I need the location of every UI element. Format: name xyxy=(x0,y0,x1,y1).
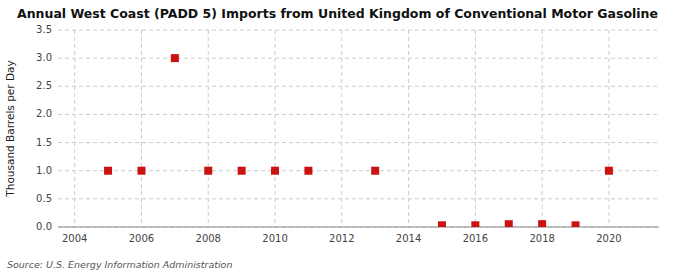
x-grid-line xyxy=(542,30,543,227)
y-tick-label: 3.5 xyxy=(36,24,52,35)
point xyxy=(572,221,580,227)
x-grid-line xyxy=(475,30,476,227)
points xyxy=(104,54,613,227)
x-tick-label: 2008 xyxy=(196,233,221,244)
x-axis-line xyxy=(58,227,659,228)
x-tick-label: 2004 xyxy=(62,233,87,244)
y-tick-label: 1.0 xyxy=(36,165,52,176)
y-tick-label: 2.5 xyxy=(36,80,52,91)
point xyxy=(605,167,613,175)
x-tick-label: 2020 xyxy=(596,233,621,244)
x-tick-label: 2016 xyxy=(463,233,488,244)
point xyxy=(438,221,446,227)
x-grid-line xyxy=(208,30,209,227)
point xyxy=(304,167,312,175)
x-tick-label: 2018 xyxy=(529,233,554,244)
source-note: Source: U.S. Energy Information Administ… xyxy=(7,259,232,270)
x-grid-line xyxy=(608,30,609,227)
x-grid-line xyxy=(408,30,409,227)
y-grid-line xyxy=(58,170,659,171)
chart: 0.0 0.5 1.0 1.5 2.0 2.5 3.0 3.5 2004 2006 2008 2010… xyxy=(0,0,675,275)
y-grid-line xyxy=(58,142,659,143)
point xyxy=(271,167,279,175)
point xyxy=(505,220,513,227)
y-tick-label: 0.0 xyxy=(36,221,52,232)
point xyxy=(137,167,145,175)
x-tick-label: 2010 xyxy=(262,233,287,244)
y-grid-line xyxy=(58,114,659,115)
x-grid-line xyxy=(74,30,75,227)
y-axis-label: Thousand Barrels per Day xyxy=(4,60,16,197)
y-grid-line xyxy=(58,227,659,228)
y-tick-label: 1.5 xyxy=(36,137,52,148)
title: Annual West Coast (PADD 5) Imports from … xyxy=(17,6,658,21)
x-tick-label: 2006 xyxy=(129,233,154,244)
x-tick-label: 2014 xyxy=(396,233,421,244)
y-tick-label: 3.0 xyxy=(36,52,52,63)
point xyxy=(238,167,246,175)
x-grid-line xyxy=(341,30,342,227)
point xyxy=(471,221,479,227)
point xyxy=(371,167,379,175)
x-tick-label: 2012 xyxy=(329,233,354,244)
axes: 0.0 0.5 1.0 1.5 2.0 2.5 3.0 3.5 2004 2006 2008 2010… xyxy=(36,24,659,244)
y-tick-label: 2.0 xyxy=(36,108,52,119)
y-grid-line xyxy=(58,198,659,199)
point xyxy=(538,220,546,227)
x-grid-line xyxy=(275,30,276,227)
y-grid-line xyxy=(58,86,659,87)
point xyxy=(171,54,179,62)
grid xyxy=(58,30,659,227)
y-grid-line xyxy=(58,30,659,31)
y-tick-label: 0.5 xyxy=(36,193,52,204)
point xyxy=(204,167,212,175)
y-grid-line xyxy=(58,58,659,59)
x-grid-line xyxy=(141,30,142,227)
point xyxy=(104,167,112,175)
